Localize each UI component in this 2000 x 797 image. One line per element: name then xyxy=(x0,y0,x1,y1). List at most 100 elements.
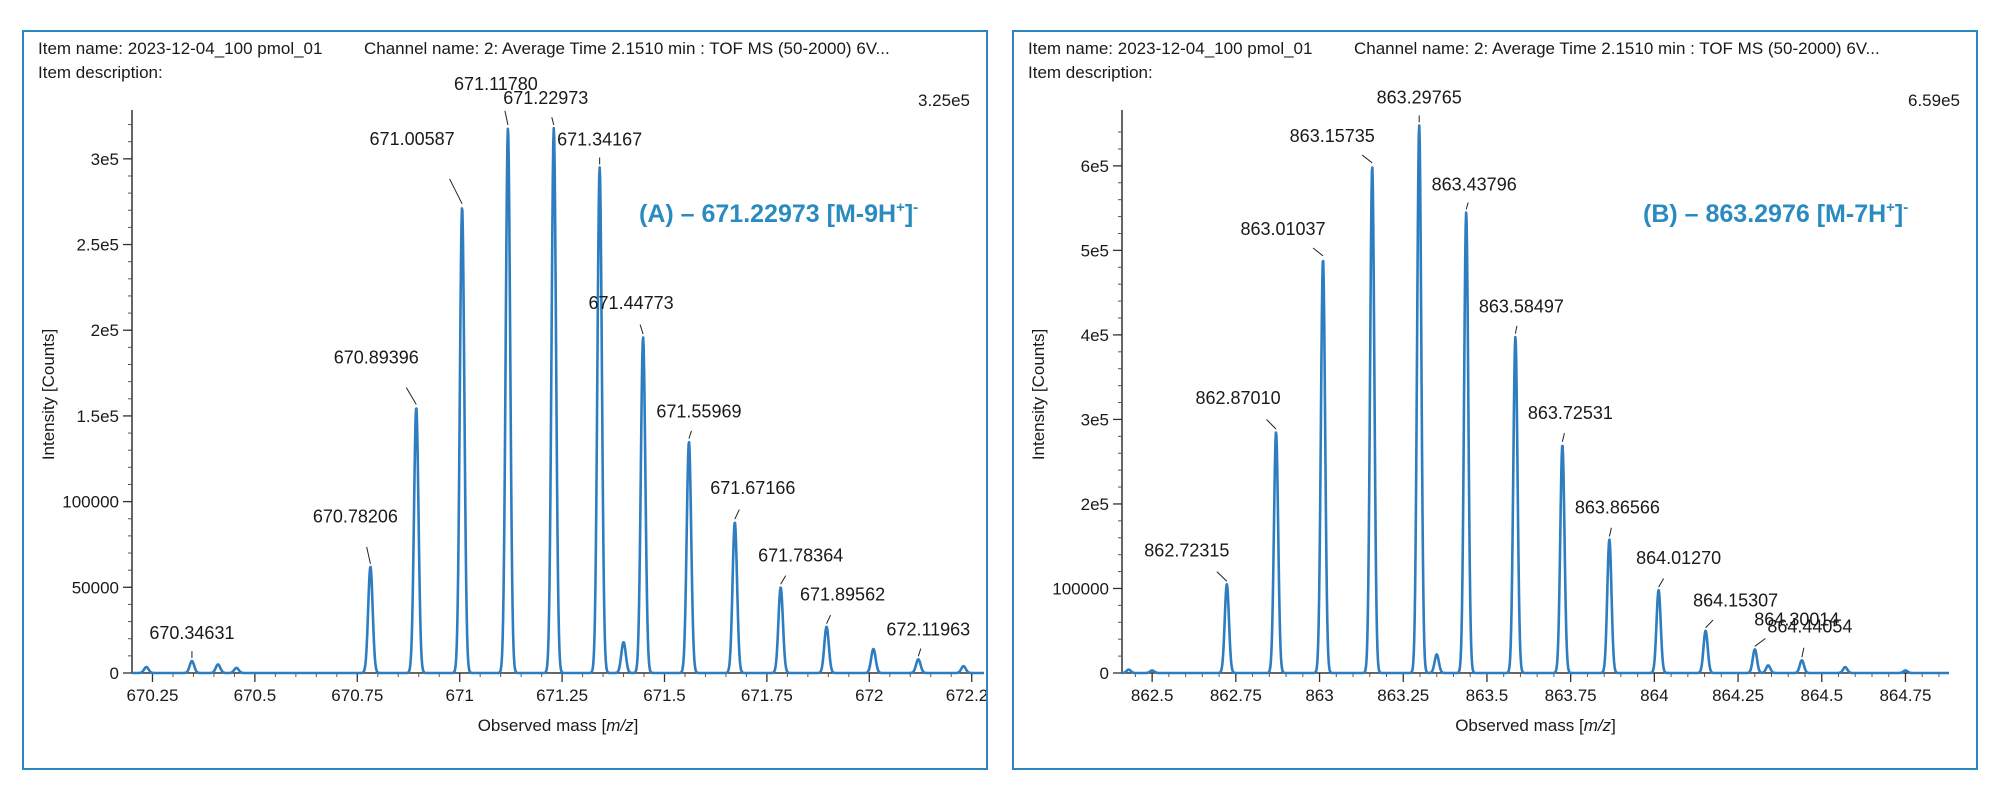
peak-label-leader xyxy=(366,546,371,564)
x-tick-label: 862.75 xyxy=(1210,686,1262,705)
peak-label-leader xyxy=(826,614,832,624)
x-tick-label: 863.75 xyxy=(1545,686,1597,705)
peak-label-leader xyxy=(551,117,555,126)
peak-label: 671.67166 xyxy=(710,478,795,498)
peak-label: 862.72315 xyxy=(1144,540,1229,560)
item-name-text: Item name: 2023-12-04_100 pmol_01 xyxy=(38,39,322,58)
peak-label: 671.00587 xyxy=(370,129,455,149)
item-description-text: Item description: xyxy=(1028,63,1153,82)
y-tick-label: 2.5e5 xyxy=(76,236,119,255)
x-tick-label: 671.75 xyxy=(741,686,793,705)
x-tick-label: 671.5 xyxy=(643,686,686,705)
x-tick-label: 864.5 xyxy=(1800,686,1843,705)
y-tick-label: 3e5 xyxy=(1081,410,1109,429)
peak-label: 671.89562 xyxy=(800,585,885,605)
x-tick-label: 672.25 xyxy=(946,686,986,705)
peak-label-leader xyxy=(1754,638,1766,647)
peak-label-leader xyxy=(734,509,740,520)
peak-label-leader xyxy=(639,324,644,335)
peak-label-leader xyxy=(1658,578,1665,588)
y-tick-label: 1.5e5 xyxy=(76,407,119,426)
peak-label: 864.15307 xyxy=(1693,591,1778,611)
peak-label-leader xyxy=(688,430,692,439)
peak-label: 670.34631 xyxy=(149,623,234,643)
y-tick-label: 5e5 xyxy=(1081,241,1109,260)
peak-label: 671.78364 xyxy=(758,545,843,565)
spectrum-panel-a: Item name: 2023-12-04_100 pmol_01 Channel… xyxy=(22,30,988,770)
spectrum-line xyxy=(131,126,985,675)
x-tick-label: 864.75 xyxy=(1879,686,1931,705)
y-tick-label: 100000 xyxy=(1052,579,1109,598)
y-axis-title: Intensity [Counts] xyxy=(1029,329,1048,460)
y-tick-label: 4e5 xyxy=(1081,326,1109,345)
spectrum-chart-b: Item name: 2023-12-04_100 pmol_01 Channel… xyxy=(1028,39,1960,735)
y-tick-label: 2e5 xyxy=(1081,495,1109,514)
x-tick-label: 671.25 xyxy=(536,686,588,705)
x-tick-label: 864.25 xyxy=(1712,686,1764,705)
x-axis-title: Observed mass [m/z] xyxy=(478,716,639,735)
peak-label: 863.86566 xyxy=(1575,497,1660,517)
peak-label-leader xyxy=(1514,325,1518,334)
channel-name-text: Channel name: 2: Average Time 2.1510 min… xyxy=(1354,39,1880,58)
peak-label-leader xyxy=(1216,571,1228,582)
peak-label: 671.11780 xyxy=(454,74,538,94)
peak-label-leader xyxy=(1608,527,1612,537)
item-description-text: Item description: xyxy=(38,63,163,82)
peak-label: 863.01037 xyxy=(1240,219,1325,239)
peak-label: 863.43796 xyxy=(1432,174,1517,194)
peak-label-leader xyxy=(1705,619,1714,629)
spectrum-line xyxy=(1121,124,1950,675)
x-axis-title: Observed mass [m/z] xyxy=(1455,716,1616,735)
x-tick-label: 672 xyxy=(855,686,883,705)
x-tick-label: 864 xyxy=(1640,686,1668,705)
peak-label: 863.72531 xyxy=(1528,403,1613,423)
peak-label: 671.34167 xyxy=(557,129,642,149)
peak-label: 671.44773 xyxy=(589,293,674,313)
peak-label: 864.01270 xyxy=(1636,548,1721,568)
peak-label-leader xyxy=(1561,432,1565,442)
peak-label-leader xyxy=(405,387,417,405)
x-tick-label: 671 xyxy=(446,686,474,705)
max-intensity-label: 6.59e5 xyxy=(1908,91,1960,110)
x-tick-label: 670.5 xyxy=(234,686,277,705)
peak-label-leader xyxy=(1361,154,1373,164)
peak-label: 670.78206 xyxy=(313,507,398,527)
peak-label: 863.58497 xyxy=(1479,297,1564,317)
x-tick-label: 670.25 xyxy=(126,686,178,705)
peak-label-leader xyxy=(1465,202,1469,210)
x-tick-label: 863.25 xyxy=(1377,686,1429,705)
compound-annotation: (B) – 863.2976 [M-7H+]- xyxy=(1643,199,1908,228)
x-tick-label: 863.5 xyxy=(1466,686,1509,705)
spectrum-chart-a: Item name: 2023-12-04_100 pmol_01 Channel… xyxy=(38,39,986,735)
peak-label-leader xyxy=(449,178,463,205)
item-name-text: Item name: 2023-12-04_100 pmol_01 xyxy=(1028,39,1312,58)
y-tick-label: 0 xyxy=(1100,664,1109,683)
peak-label: 862.87010 xyxy=(1196,388,1281,408)
peak-label: 671.22973 xyxy=(503,88,588,108)
compound-annotation: (A) – 671.22973 [M-9H+]- xyxy=(639,199,918,228)
peak-label-leader xyxy=(1312,247,1324,257)
y-tick-label: 50000 xyxy=(72,578,119,597)
x-tick-label: 862.5 xyxy=(1131,686,1174,705)
x-tick-label: 863 xyxy=(1305,686,1333,705)
y-tick-label: 2e5 xyxy=(91,321,119,340)
max-intensity-label: 3.25e5 xyxy=(918,91,970,110)
peak-label: 864.30014 xyxy=(1754,609,1839,629)
peak-label: 863.29765 xyxy=(1377,87,1462,107)
channel-name-text: Channel name: 2: Average Time 2.1510 min… xyxy=(364,39,890,58)
peak-label-leader xyxy=(917,648,922,657)
peak-label: 671.55969 xyxy=(656,402,741,422)
x-tick-label: 670.75 xyxy=(331,686,383,705)
peak-label-leader xyxy=(1801,647,1805,658)
y-tick-label: 0 xyxy=(110,664,119,683)
peak-label: 672.11963 xyxy=(886,619,970,639)
y-tick-label: 6e5 xyxy=(1081,157,1109,176)
peak-label-leader xyxy=(504,110,509,126)
peak-label: 670.89396 xyxy=(334,347,419,367)
peak-label-leader xyxy=(780,575,787,585)
spectrum-panel-b: Item name: 2023-12-04_100 pmol_01 Channel… xyxy=(1012,30,1978,770)
peak-label: 864.44054 xyxy=(1767,616,1852,636)
peak-label-leader xyxy=(1266,419,1277,430)
y-tick-label: 3e5 xyxy=(91,150,119,169)
y-tick-label: 100000 xyxy=(62,493,119,512)
